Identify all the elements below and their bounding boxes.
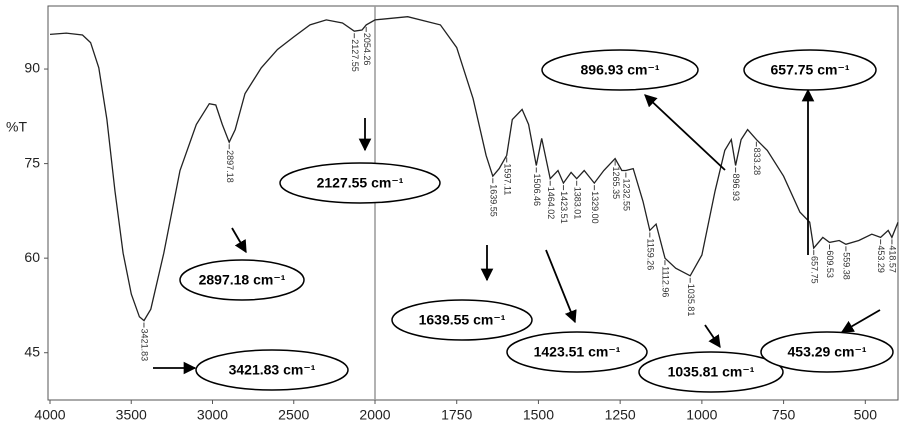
callout-label: 896.93 cm⁻¹ [581,62,660,78]
x-tick-label: 1000 [686,407,717,423]
peak-label: 1329.00 [590,191,600,224]
callout-label: 1035.81 cm⁻¹ [668,364,755,380]
peak-label: 2897.18 [225,150,235,183]
x-tick-label: 1500 [523,407,554,423]
callout-label: 2897.18 cm⁻¹ [199,272,286,288]
callout-arrow [644,94,726,171]
peak-label: 1639.55 [488,184,498,217]
peak-label: 2054.26 [362,33,372,66]
x-tick-label: 2500 [278,407,309,423]
x-tick-label: 4000 [34,407,65,423]
peak-label: 657.75 [809,256,819,284]
peak-label: 1506.46 [532,173,542,206]
x-tick-label: 1250 [605,407,636,423]
y-tick-label: 75 [24,154,40,170]
peak-label: 609.53 [825,250,835,278]
callout-ellipse [760,331,894,373]
x-tick-label: 750 [772,407,796,423]
callout-label: 1423.51 cm⁻¹ [534,344,621,360]
x-tick-label: 1750 [441,407,472,423]
peak-label: 1232.55 [621,179,631,212]
spectrum-line [49,16,899,322]
callout-label: 657.75 cm⁻¹ [771,62,850,78]
callout-ellipse [391,299,533,341]
callout-label: 453.29 cm⁻¹ [788,344,867,360]
x-tick-label: 500 [854,407,878,423]
callout-label: 3421.83 cm⁻¹ [229,362,316,378]
peak-label: 2127.55 [350,39,360,72]
peak-label: 1423.51 [559,191,569,224]
peak-label: 1035.81 [686,284,696,317]
callout-arrow [231,227,247,254]
y-axis-label: %T [6,119,27,135]
y-tick-label: 45 [24,343,40,359]
peak-label: 896.93 [731,173,741,201]
x-tick-label: 3000 [197,407,228,423]
callout-ellipse [638,351,784,393]
peak-label: 1464.02 [546,187,556,220]
callout-ellipse [506,331,648,373]
callout-ellipse [541,49,699,91]
peak-label: 1112.96 [661,266,671,297]
peak-label: 1597.11 [502,163,512,195]
callout-ellipse [743,49,877,91]
peak-label: 453.29 [876,245,886,273]
peak-label: 1383.01 [572,187,582,220]
callout-label: 1639.55 cm⁻¹ [419,312,506,328]
callout-label: 2127.55 cm⁻¹ [317,175,404,191]
callout-ellipse [195,349,349,391]
callout-arrow [840,309,881,333]
y-tick-label: 90 [24,60,40,76]
plot-frame [47,5,899,401]
peak-label: 418.57 [888,245,898,273]
y-tick-label: 60 [24,249,40,265]
callout-ellipse [279,162,441,204]
x-tick-label: 2000 [359,407,390,423]
callout-arrow [545,249,577,324]
peak-label: 1265.35 [611,167,621,200]
peak-label: 3421.83 [140,329,150,362]
peak-label: 833.28 [752,148,762,176]
callout-ellipse [179,259,305,301]
peak-label: 559.38 [842,252,852,280]
peak-label: 1159.26 [645,238,655,270]
x-tick-label: 3500 [116,407,147,423]
callout-arrow [704,324,721,349]
